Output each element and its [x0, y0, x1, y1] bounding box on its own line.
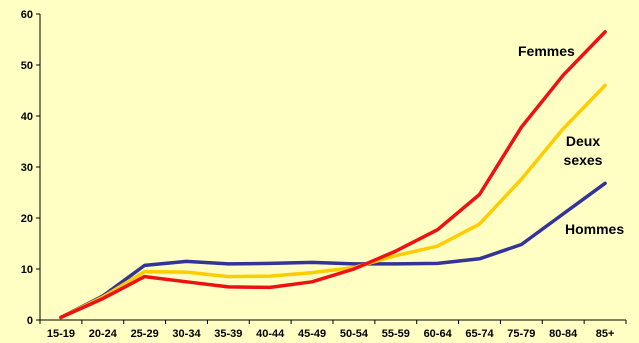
axes: 0 10 20 30 40 50 60 15-19 20-24 25-29 30-34 35-39 40…: [21, 9, 627, 340]
x-tick-label: 25-29: [131, 328, 159, 340]
x-tick-label: 85+: [596, 328, 615, 340]
series-line-deux-sexes: [59, 83, 607, 320]
x-tick-label: 20-24: [89, 328, 118, 340]
x-tick-label: 55-59: [382, 328, 410, 340]
x-tick-label: 30-34: [172, 328, 201, 340]
series-lines: [59, 30, 607, 320]
y-tick-label: 30: [21, 162, 33, 174]
series-labels: Femmes Deux sexes Hommes: [518, 43, 624, 237]
y-tick-label: 60: [21, 9, 33, 21]
y-tick-label: 0: [27, 315, 33, 327]
x-tick-label: 50-54: [340, 328, 369, 340]
y-tick-label: 50: [21, 60, 33, 72]
x-tick-label: 40-44: [256, 328, 285, 340]
x-tick-label: 80-84: [549, 328, 578, 340]
series-line-hommes: [59, 181, 607, 320]
y-tick-label: 10: [21, 264, 33, 276]
series-label-femmes: Femmes: [518, 43, 575, 59]
x-tick-label: 35-39: [214, 328, 242, 340]
series-label-hommes: Hommes: [565, 221, 624, 237]
series-line-femmes: [59, 30, 607, 320]
y-tick-label: 20: [21, 213, 33, 225]
x-tick-label: 60-64: [424, 328, 453, 340]
series-label-deux-sexes: Deux sexes: [564, 133, 603, 168]
x-tick-label: 15-19: [47, 328, 75, 340]
x-tick-label: 75-79: [507, 328, 535, 340]
x-tick-label: 65-74: [465, 328, 494, 340]
x-tick-label: 45-49: [298, 328, 326, 340]
y-tick-label: 40: [21, 111, 33, 123]
